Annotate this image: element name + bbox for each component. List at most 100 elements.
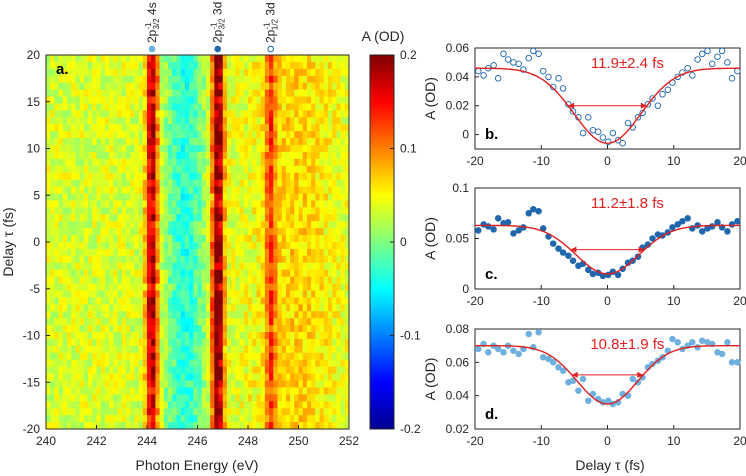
heatmap-cell [147, 228, 152, 236]
heatmap-cell [285, 255, 291, 264]
heatmap-cell [147, 359, 152, 368]
heatmap-cell [290, 248, 295, 257]
heatmap-cell [159, 103, 165, 111]
heatmap-cell [277, 214, 283, 222]
heatmap-cell [184, 103, 190, 111]
heatmap-cell [67, 387, 72, 395]
ytick-label-b: 0.02 [446, 99, 470, 113]
heatmap-cell [222, 228, 228, 236]
heatmap-cell [323, 96, 329, 104]
colorbar-tick-label: -0.1 [400, 329, 421, 343]
data-point-d [525, 330, 532, 338]
heatmap-cell [155, 248, 161, 257]
heatmap-cell [88, 89, 93, 97]
heatmap-xtick-label: 250 [288, 434, 308, 448]
heatmap-cell [104, 359, 110, 368]
heatmap-cell [176, 380, 182, 388]
heatmap-cell [96, 304, 102, 312]
heatmap-cell [290, 422, 295, 430]
heatmap-cells [46, 55, 350, 430]
heatmap-cell [205, 214, 211, 222]
heatmap-cell [226, 55, 232, 63]
heatmap-cell [285, 207, 291, 215]
heatmap-cell [88, 242, 93, 250]
heatmap-cell [62, 193, 68, 201]
heatmap-cell [277, 325, 283, 333]
heatmap-cell [147, 145, 152, 153]
heatmap-cell [222, 193, 228, 201]
heatmap-cell [83, 82, 89, 91]
heatmap-cell [332, 145, 337, 153]
heatmap-cell [243, 151, 249, 160]
heatmap-cell [71, 186, 76, 194]
heatmap-cell [311, 269, 316, 278]
heatmap-cell [79, 75, 85, 84]
heatmap-cell [302, 207, 308, 215]
heatmap-cell [285, 82, 291, 91]
heatmap-cell [88, 359, 93, 368]
heatmap-cell [83, 345, 89, 354]
heatmap-cell [327, 179, 333, 187]
heatmap-cell [142, 366, 148, 374]
heatmap-cell [201, 276, 207, 284]
heatmap-cell [176, 55, 182, 63]
heatmap-cell [201, 131, 207, 139]
heatmap-cell [226, 179, 232, 187]
heatmap-cell [168, 221, 173, 229]
heatmap-cell [205, 68, 211, 77]
colorbar-ticks: 0.20.10-0.1-0.2 [390, 48, 421, 436]
heatmap-cell [180, 96, 186, 104]
heatmap-cell [226, 110, 232, 118]
heatmap-cell [54, 262, 60, 271]
heatmap-cell [319, 82, 325, 91]
heatmap-cell [344, 138, 350, 146]
heatmap-cell [323, 75, 329, 84]
heatmap-cell [113, 221, 118, 229]
heatmap-cell [336, 242, 341, 250]
heatmap-cell [142, 255, 148, 264]
heatmap-cell [327, 276, 333, 284]
heatmap-cell [252, 262, 257, 271]
heatmap-cell [62, 338, 68, 347]
heatmap-cell [256, 158, 262, 167]
heatmap-cell [252, 103, 257, 111]
heatmap-cell [151, 138, 156, 146]
heatmap-cell [147, 186, 152, 194]
heatmap-cell [260, 193, 266, 201]
heatmap-cell [306, 103, 312, 111]
heatmap-cell [113, 290, 118, 298]
heatmap-cell [235, 283, 240, 291]
heatmap-cell [201, 332, 207, 340]
heatmap-cell [336, 373, 341, 381]
heatmap-cell [71, 283, 76, 291]
heatmap-cell [155, 366, 161, 374]
heatmap-cell [109, 96, 114, 104]
ytick-label-d: 0.06 [446, 355, 470, 369]
heatmap-cell [117, 165, 123, 174]
heatmap-cell [290, 269, 295, 278]
heatmap-cell [239, 145, 245, 153]
xtick-label-b: 0 [604, 154, 611, 168]
heatmap-cell [252, 352, 257, 361]
heatmap-cell [125, 193, 131, 201]
heatmap-cell [62, 359, 68, 368]
heatmap-cell [168, 151, 173, 160]
heatmap-cell [311, 82, 316, 91]
heatmap-cell [277, 179, 283, 187]
heatmap-cell [214, 394, 219, 402]
heatmap-cell [294, 158, 299, 167]
heatmap-cell [290, 401, 295, 409]
heatmap-cell [130, 248, 135, 257]
heatmap-cell [315, 332, 320, 340]
heatmap-cell [67, 394, 72, 402]
heatmap-cell [54, 110, 60, 118]
heatmap-cell [75, 283, 81, 291]
heatmap-cell [67, 138, 72, 146]
heatmap-cell [273, 193, 278, 201]
heatmap-cell [205, 408, 211, 416]
heatmap-cell [75, 366, 81, 374]
heatmap-cell [243, 366, 249, 374]
heatmap-cell [88, 172, 93, 181]
heatmap-cell [294, 110, 299, 118]
heatmap-cell [92, 68, 97, 77]
